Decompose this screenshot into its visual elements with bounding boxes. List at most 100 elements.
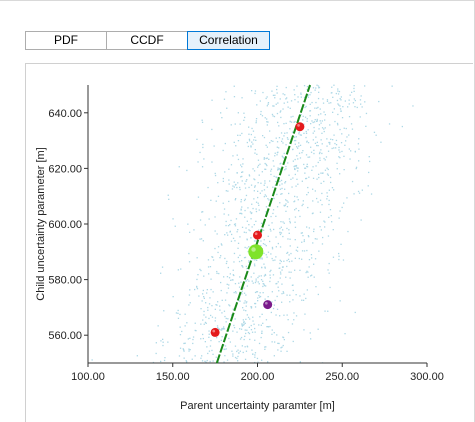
scatter-point <box>296 85 298 87</box>
scatter-point <box>349 94 351 96</box>
scatter-point <box>239 123 241 125</box>
scatter-point <box>328 216 330 218</box>
scatter-point <box>305 154 308 156</box>
scatter-point <box>273 332 275 334</box>
scatter-point <box>253 263 256 265</box>
scatter-point <box>248 260 250 262</box>
scatter-point <box>237 112 239 114</box>
scatter-point <box>354 151 356 153</box>
scatter-point <box>248 138 251 140</box>
scatter-point <box>279 184 281 186</box>
scatter-point <box>285 86 287 89</box>
scatter-point <box>292 115 294 118</box>
scatter-point <box>282 229 284 231</box>
y-axis-label: Child uncertainty parameter [m] <box>35 147 47 300</box>
scatter-point <box>217 182 219 184</box>
scatter-point <box>255 210 258 213</box>
scatter-point <box>263 239 265 241</box>
scatter-point <box>197 274 199 276</box>
scatter-point <box>275 215 277 217</box>
scatter-point <box>323 111 325 113</box>
scatter-point <box>201 300 203 302</box>
scatter-point <box>234 199 236 201</box>
scatter-point <box>299 157 302 159</box>
scatter-point <box>297 170 299 172</box>
scatter-point <box>241 166 243 168</box>
scatter-point <box>202 143 204 146</box>
scatter-point <box>259 163 261 165</box>
y-tick-label: 620.00 <box>48 163 82 175</box>
scatter-point <box>219 309 221 311</box>
scatter-point <box>265 195 267 197</box>
scatter-point <box>263 136 266 139</box>
scatter-point <box>227 266 229 269</box>
scatter-point <box>318 124 321 126</box>
scatter-point <box>277 121 279 124</box>
scatter-point <box>285 203 287 205</box>
scatter-point <box>311 101 313 104</box>
scatter-point <box>276 334 278 336</box>
scatter-point <box>237 134 239 136</box>
scatter-point <box>264 194 266 196</box>
scatter-point <box>271 341 273 343</box>
scatter-point <box>253 178 255 180</box>
scatter-point <box>272 94 275 96</box>
scatter-point <box>313 130 316 132</box>
scatter-point <box>192 342 194 345</box>
scatter-point <box>218 272 220 275</box>
scatter-point <box>310 338 312 340</box>
scatter-point <box>279 277 281 279</box>
scatter-point <box>203 310 205 313</box>
scatter-point <box>279 169 281 171</box>
scatter-point <box>289 128 291 130</box>
scatter-point <box>183 349 185 351</box>
scatter-point <box>245 332 247 335</box>
scatter-point <box>328 102 330 104</box>
scatter-point <box>261 171 263 173</box>
highlight-point-shine <box>264 301 268 305</box>
scatter-point <box>254 265 256 267</box>
scatter-point <box>271 257 273 260</box>
scatter-point <box>345 127 347 130</box>
scatter-point <box>314 190 316 192</box>
scatter-point <box>288 254 290 256</box>
scatter-point <box>279 262 281 265</box>
scatter-point <box>254 136 256 138</box>
scatter-point <box>295 249 297 251</box>
scatter-point <box>294 269 296 271</box>
tab-ccdf[interactable]: CCDF <box>106 31 188 50</box>
scatter-point <box>318 176 320 179</box>
scatter-point <box>261 330 263 332</box>
scatter-point <box>324 114 326 116</box>
scatter-point <box>186 322 188 324</box>
scatter-point <box>246 179 248 181</box>
scatter-point <box>278 342 280 345</box>
scatter-point <box>278 168 280 170</box>
scatter-point <box>163 359 166 362</box>
scatter-point <box>295 164 298 167</box>
scatter-point <box>310 123 312 125</box>
scatter-point <box>271 246 274 249</box>
tab-correlation[interactable]: Correlation <box>187 31 270 50</box>
scatter-point <box>248 126 250 128</box>
scatter-point <box>241 290 243 293</box>
chart-panel <box>25 63 473 422</box>
tab-pdf[interactable]: PDF <box>25 31 107 50</box>
scatter-point <box>197 161 199 163</box>
scatter-point <box>236 350 238 353</box>
y-tick-label: 640.00 <box>48 108 82 120</box>
scatter-point <box>239 188 241 191</box>
y-tick-label: 580.00 <box>48 275 82 287</box>
scatter-point <box>253 224 255 226</box>
scatter-point <box>282 93 284 95</box>
scatter-point <box>294 120 296 123</box>
scatter-point <box>249 338 251 341</box>
scatter-point <box>316 107 318 109</box>
scatter-point <box>327 310 329 312</box>
scatter-point <box>328 203 330 206</box>
scatter-point <box>277 349 279 351</box>
scatter-point <box>271 222 273 224</box>
scatter-point <box>225 91 227 93</box>
scatter-point <box>266 146 268 148</box>
scatter-point <box>266 326 268 328</box>
